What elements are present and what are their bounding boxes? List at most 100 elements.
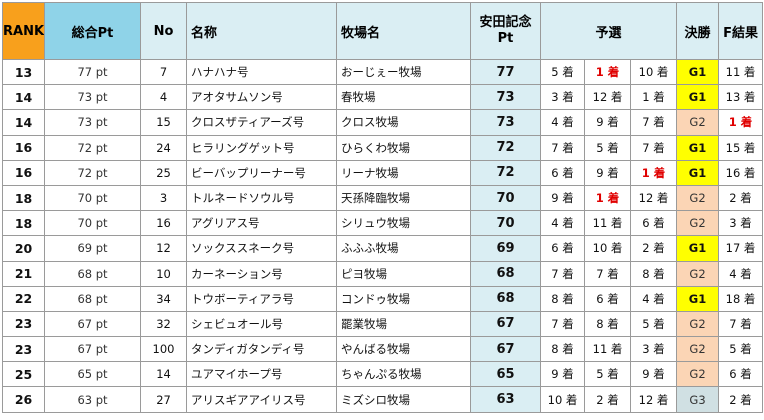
final-grade-cell: G2 [676, 210, 720, 237]
farm-name-cell: ちゃんぷる牧場 [336, 361, 472, 388]
no-cell: 10 [140, 260, 188, 287]
farm-name-cell: コンドゥ牧場 [336, 285, 472, 312]
yasuda-header-line1: 安田記念 [479, 15, 532, 30]
final-result-cell: 15 着 [718, 134, 764, 161]
total-pt-cell: 68 pt [44, 285, 142, 312]
total-pt-cell: 65 pt [44, 361, 142, 388]
qualifying-result-3: 4 着 [630, 285, 678, 312]
qualifying-result-2: 8 着 [584, 310, 632, 338]
total-pt-cell: 72 pt [44, 159, 142, 186]
yasuda-pt-cell: 77 [470, 58, 542, 86]
qualifying-result-2: 11 着 [584, 210, 632, 237]
qualifying-header: 予選 [540, 2, 678, 60]
yasuda-pt-header: 安田記念 Pt [470, 2, 542, 60]
final-result-cell: 2 着 [718, 184, 764, 212]
yasuda-pt-cell: 70 [470, 210, 542, 237]
ranking-table: RANK 総合Pt No 名称 牧場名 安田記念 Pt 予選 決勝 F結果 13… [1, 2, 764, 413]
final-grade-cell: G2 [676, 109, 720, 136]
no-cell: 12 [140, 235, 188, 262]
yasuda-pt-cell: 72 [470, 134, 542, 161]
total-pt-cell: 73 pt [44, 84, 142, 111]
farm-name-cell: おーじぇー牧場 [336, 58, 472, 86]
horse-name-cell: トルネードソウル号 [186, 184, 338, 212]
qualifying-result-1: 4 着 [540, 109, 586, 136]
farm-name-cell: シリュウ牧場 [336, 210, 472, 237]
horse-name-cell: ハナハナ号 [186, 58, 338, 86]
final-grade-cell: G2 [676, 310, 720, 338]
farm-name-cell: ミズシロ牧場 [336, 386, 472, 413]
rank-cell: 18 [1, 210, 46, 237]
qualifying-result-1: 8 着 [540, 285, 586, 312]
qualifying-result-1: 6 着 [540, 235, 586, 262]
no-cell: 34 [140, 285, 188, 312]
qualifying-result-3: 5 着 [630, 310, 678, 338]
no-cell: 3 [140, 184, 188, 212]
yasuda-header-line2: Pt [497, 31, 514, 46]
rank-cell: 14 [1, 109, 46, 136]
total-pt-cell: 68 pt [44, 260, 142, 287]
final-result-cell: 4 着 [718, 260, 764, 287]
qualifying-result-1: 6 着 [540, 159, 586, 186]
farm-name-cell: 天孫降臨牧場 [336, 184, 472, 212]
rank-cell: 16 [1, 159, 46, 186]
final-result-cell: 2 着 [718, 386, 764, 413]
horse-name-cell: アグリアス号 [186, 210, 338, 237]
final-grade-cell: G3 [676, 386, 720, 413]
final-result-cell: 17 着 [718, 235, 764, 262]
qualifying-result-3: 2 着 [630, 235, 678, 262]
horse-name-cell: ユアマイホープ号 [186, 361, 338, 388]
total-pt-cell: 70 pt [44, 184, 142, 212]
final-grade-cell: G1 [676, 285, 720, 312]
farm-name-cell: クロス牧場 [336, 109, 472, 136]
total-pt-cell: 77 pt [44, 58, 142, 86]
no-cell: 4 [140, 84, 188, 111]
horse-name-cell: ビーバップリーナー号 [186, 159, 338, 186]
final-result-cell: 7 着 [718, 310, 764, 338]
no-cell: 25 [140, 159, 188, 186]
yasuda-pt-cell: 68 [470, 260, 542, 287]
qualifying-result-1: 5 着 [540, 58, 586, 86]
total-pt-cell: 70 pt [44, 210, 142, 237]
horse-name-cell: カーネーション号 [186, 260, 338, 287]
qualifying-result-2: 10 着 [584, 235, 632, 262]
qualifying-result-3: 10 着 [630, 58, 678, 86]
final-grade-cell: G2 [676, 336, 720, 363]
no-cell: 24 [140, 134, 188, 161]
yasuda-pt-cell: 68 [470, 285, 542, 312]
qualifying-result-1: 7 着 [540, 134, 586, 161]
horse-name-cell: クロスザティアーズ号 [186, 109, 338, 136]
total-pt-cell: 67 pt [44, 336, 142, 363]
yasuda-pt-cell: 69 [470, 235, 542, 262]
yasuda-pt-cell: 73 [470, 109, 542, 136]
final-result-cell: 18 着 [718, 285, 764, 312]
qualifying-result-1: 7 着 [540, 260, 586, 287]
rank-cell: 14 [1, 84, 46, 111]
qualifying-result-2: 9 着 [584, 159, 632, 186]
horse-name-cell: トウボーティアラ号 [186, 285, 338, 312]
qualifying-result-3: 7 着 [630, 134, 678, 161]
rank-cell: 23 [1, 310, 46, 338]
qualifying-result-3: 12 着 [630, 184, 678, 212]
final-result-cell: 6 着 [718, 361, 764, 388]
rank-cell: 21 [1, 260, 46, 287]
final-result-cell: 16 着 [718, 159, 764, 186]
qualifying-result-1: 9 着 [540, 361, 586, 388]
qualifying-result-3: 3 着 [630, 336, 678, 363]
total-pt-cell: 67 pt [44, 310, 142, 338]
qualifying-result-2: 12 着 [584, 84, 632, 111]
rank-header: RANK [1, 2, 46, 60]
final-grade-cell: G2 [676, 361, 720, 388]
qualifying-result-2: 9 着 [584, 109, 632, 136]
no-header: No [140, 2, 188, 60]
qualifying-result-2: 1 着 [584, 184, 632, 212]
